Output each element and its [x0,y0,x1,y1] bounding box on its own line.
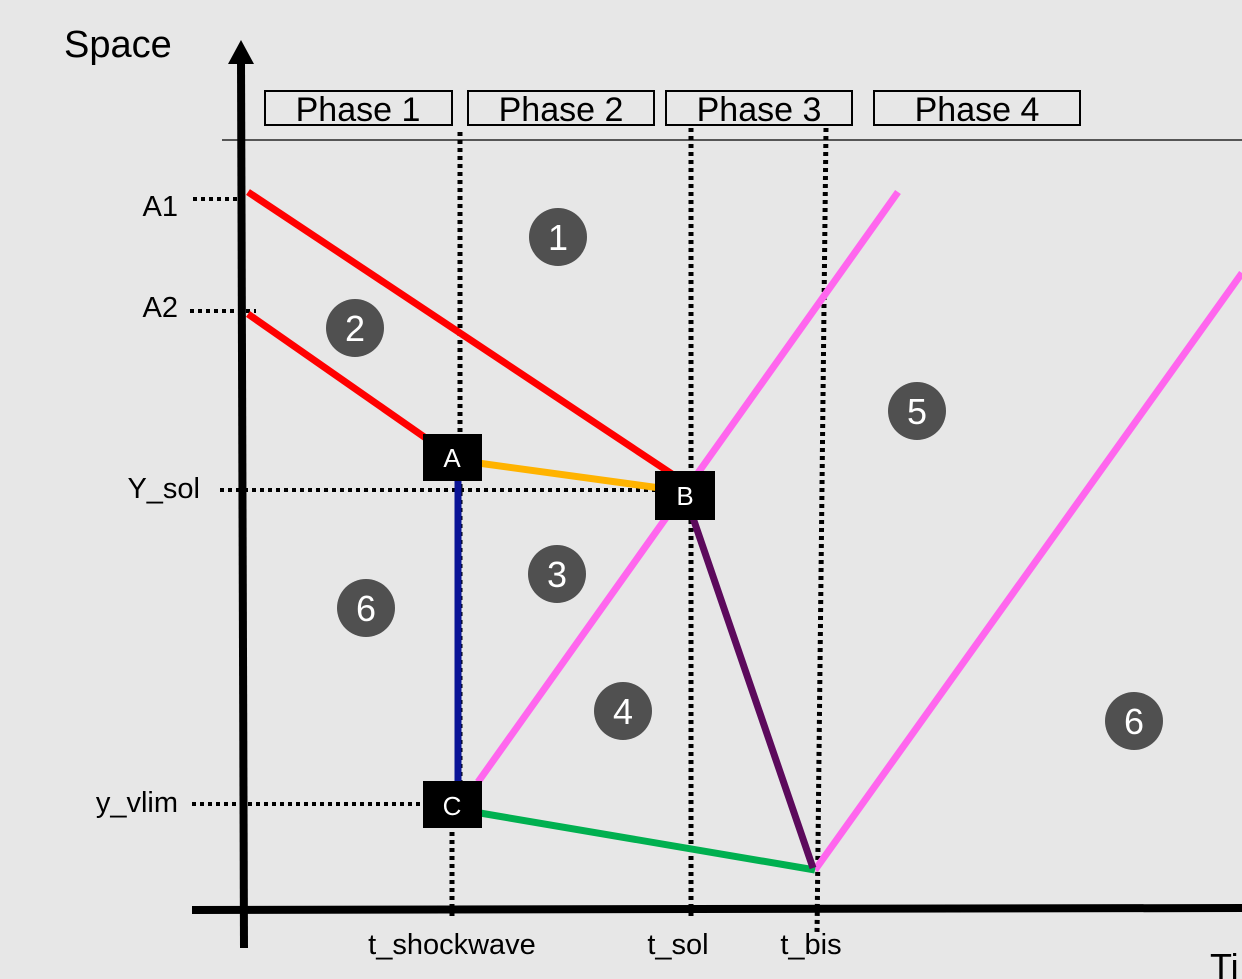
y-label-y-vlim: y_vlim [96,787,178,819]
region-2-badge [326,299,384,357]
space-markers [190,197,672,806]
point-c-label: C [443,791,462,821]
region-1-badge [529,208,587,266]
t-bis-marker [814,127,829,936]
phase-3-box [665,90,853,126]
region-5-badge [888,382,946,440]
phase-4-box [873,90,1081,126]
y-axis [237,59,248,949]
y-label-a2: A2 [143,292,178,324]
point-c-box [423,781,482,828]
region-badges: 1 2 3 4 5 6 6 [326,208,1163,750]
y-axis-arrow-icon [228,40,254,64]
red-trajectory-a2 [245,311,433,444]
phase-boxes: Phase 1 Phase 2 Phase 3 Phase 4 [264,90,1081,129]
phase-3-label: Phase 3 [697,91,822,129]
x-axis [191,904,1242,914]
red-trajectory-a1 [246,189,674,477]
point-b: B [655,471,715,520]
phase-1-label: Phase 1 [296,91,421,129]
point-a-label: A [443,443,461,473]
purple-segment-b [688,513,817,870]
region-3-label: 3 [547,554,567,595]
x-label-t-bis: t_bis [780,929,841,961]
region-3-badge [528,545,586,603]
point-b-box [655,471,715,520]
region-6-left-label: 6 [356,588,376,629]
region-4-badge [594,682,652,740]
x-label-t-shockwave: t_shockwave [368,929,536,961]
y-axis-title: Space [64,24,172,66]
region-6-right-badge [1105,692,1163,750]
phase-4-label: Phase 4 [915,91,1040,129]
y-label-y-sol: Y_sol [127,473,200,505]
x-axis-title: Ti [1210,946,1239,979]
region-4-label: 4 [613,691,633,732]
region-2-label: 2 [345,308,365,349]
point-a: A [423,434,482,481]
region-5-label: 5 [907,391,927,432]
region-6-right-label: 6 [1124,701,1144,742]
y-label-a1: A1 [143,191,178,223]
orange-segment-a-b [477,459,661,492]
region-6-left-badge [337,579,395,637]
phase-2-box [467,90,655,126]
point-a-box [423,434,482,481]
point-b-label: B [676,481,693,511]
phase-2-label: Phase 2 [499,91,624,129]
point-c: C [423,781,482,828]
region-1-label: 1 [548,217,568,258]
phase-1-box [264,90,453,126]
x-label-t-sol: t_sol [647,929,708,961]
magenta-trajectory-2 [812,270,1242,873]
green-segment-c [479,809,816,874]
